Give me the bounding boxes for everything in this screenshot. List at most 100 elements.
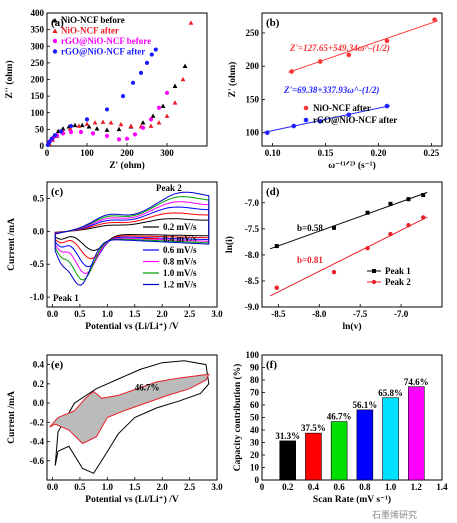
panel-label: (d) xyxy=(266,186,280,198)
x-tick-label: 0.4 xyxy=(308,482,320,492)
legend-entry: rGO@NiO-NCF after xyxy=(313,115,397,125)
x-tick-label: 0.25 xyxy=(424,148,440,158)
x-tick-label: 1.2 xyxy=(411,482,423,492)
x-tick-label: 300 xyxy=(160,148,174,158)
bar xyxy=(279,440,296,481)
fit-line xyxy=(264,105,391,133)
y-tick-label: 0.0 xyxy=(33,398,45,408)
x-axis-label: Potential vs (Li/Li⁺) /V xyxy=(85,321,179,332)
legend-marker xyxy=(52,38,58,44)
panel-d: -8.5 -8.0 -7.5 -7.0 -9.0 -8.5 -8.0 -7.5 -7.0 ln(v… xyxy=(224,181,443,332)
y-tick-label: 100 xyxy=(246,350,260,360)
fit-line xyxy=(269,216,428,297)
bar-value-label: 65.8% xyxy=(378,388,403,398)
legend-marker xyxy=(52,18,58,23)
data-point xyxy=(291,123,297,129)
data-point xyxy=(92,120,98,125)
y-tick-label: 40 xyxy=(250,425,260,435)
y-tick-label: 0.0 xyxy=(33,226,45,236)
panel-b: 0.10 0.15 0.20 0.25 100 150 200 250 ω⁻⁽¹ᐟ²⁾ (s⁻¹… xyxy=(227,12,443,171)
data-point xyxy=(346,112,352,118)
y-tick-label: 10 xyxy=(250,463,260,473)
capacitive-region xyxy=(49,373,210,445)
data-point xyxy=(365,245,370,251)
y-tick-label: -8.0 xyxy=(245,250,260,260)
panel-label: (f) xyxy=(266,359,277,371)
x-tick-label: 200 xyxy=(120,148,134,158)
x-tick-label: 0.20 xyxy=(371,148,387,158)
x-tick-label: 1.5 xyxy=(129,482,141,492)
plot-frame xyxy=(46,12,208,147)
data-point xyxy=(421,193,426,198)
y-tick-label: 90 xyxy=(250,363,260,373)
x-tick-label: 3.0 xyxy=(211,309,223,319)
x-tick-label: 1.5 xyxy=(129,309,141,319)
y-tick-label: 20 xyxy=(250,450,260,460)
data-point xyxy=(317,119,323,124)
data-point xyxy=(140,120,146,125)
data-point xyxy=(132,132,138,137)
x-tick-label: 2.0 xyxy=(157,482,169,492)
data-point xyxy=(67,126,73,131)
x-tick-label: 0.0 xyxy=(47,482,59,492)
x-tick-label: 1.4 xyxy=(436,482,448,492)
data-point xyxy=(148,123,154,128)
legend-entry: NiO-NCF before xyxy=(61,15,125,25)
y-tick-label: 70 xyxy=(250,388,260,398)
bar xyxy=(356,409,374,481)
data-point xyxy=(104,107,110,112)
x-axis-label: ω⁻⁽¹ᐟ²⁾ (s⁻¹) xyxy=(328,160,376,171)
data-point xyxy=(384,103,390,109)
y-tick-label: 100 xyxy=(31,108,45,118)
data-point xyxy=(164,113,170,118)
legend-entry: 1.2 mV/s xyxy=(163,280,197,290)
data-point xyxy=(120,94,126,99)
x-tick-label: 0.15 xyxy=(318,148,334,158)
data-point xyxy=(100,119,106,124)
data-point xyxy=(79,122,85,128)
x-tick-label: 2.5 xyxy=(184,482,196,492)
y-tick-label: 0.4 xyxy=(33,360,45,370)
data-point xyxy=(172,100,178,105)
capacitive-percent: 46.7% xyxy=(135,383,160,393)
legend-marker xyxy=(303,105,309,111)
data-point xyxy=(317,59,323,64)
panel-label: (c) xyxy=(51,186,64,198)
x-tick-label: -7.5 xyxy=(353,309,368,319)
x-tick-label: -7.0 xyxy=(394,309,409,319)
peak-label: Peak 2 xyxy=(156,183,182,193)
legend-entry: 1.0 mV/s xyxy=(163,268,197,278)
data-point xyxy=(406,197,411,202)
data-point xyxy=(86,124,92,129)
fit-line xyxy=(288,20,438,73)
data-point xyxy=(108,120,114,125)
data-point xyxy=(188,20,194,25)
y-tick-label: 300 xyxy=(31,41,45,51)
data-point xyxy=(164,90,170,95)
data-point xyxy=(406,223,411,228)
data-point xyxy=(160,103,166,108)
y-tick-label: -7.0 xyxy=(245,198,260,208)
panel-label: (b) xyxy=(266,17,280,29)
data-point xyxy=(128,123,134,128)
legend-marker xyxy=(52,28,58,33)
y-tick-label: 50 xyxy=(35,124,45,134)
panel-a: 0 100 200 300 0 50 100 150 200 250 300 350 400 Z' (oh… xyxy=(4,8,208,171)
data-point xyxy=(182,63,188,68)
x-tick-label: 0.8 xyxy=(359,482,371,492)
x-axis-label: Z' (ohm) xyxy=(109,160,145,171)
data-point xyxy=(138,70,144,75)
watermark-text: 石墨烯研究 xyxy=(372,509,417,521)
plot-frame xyxy=(261,12,443,147)
data-point xyxy=(47,139,52,145)
data-point xyxy=(153,47,158,52)
panel-f: 0 0.2 0.4 0.6 0.8 1.0 1.2 1.4010203040506070809… xyxy=(232,350,448,505)
data-point xyxy=(388,231,393,237)
y-tick-label: 200 xyxy=(31,75,45,85)
legend-entry: NiO-NCF after xyxy=(313,103,371,113)
data-point xyxy=(365,210,370,215)
legend-marker xyxy=(371,279,377,285)
y-tick-label: 200 xyxy=(246,61,260,71)
data-point xyxy=(78,129,84,135)
